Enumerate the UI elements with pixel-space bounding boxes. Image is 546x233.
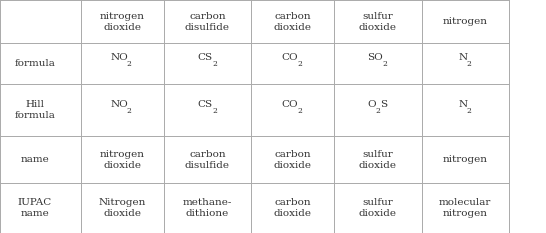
- Text: nitrogen
dioxide: nitrogen dioxide: [100, 11, 145, 32]
- Text: SO: SO: [367, 53, 383, 62]
- Text: name: name: [21, 155, 49, 164]
- Text: Nitrogen
dioxide: Nitrogen dioxide: [99, 198, 146, 218]
- Text: molecular
nitrogen: molecular nitrogen: [439, 198, 491, 218]
- Text: nitrogen: nitrogen: [443, 155, 488, 164]
- Text: formula: formula: [15, 59, 55, 68]
- Text: 2: 2: [376, 107, 380, 115]
- Text: 2: 2: [466, 107, 471, 115]
- Text: CS: CS: [197, 53, 212, 62]
- Text: 2: 2: [297, 60, 302, 68]
- Text: 2: 2: [212, 107, 217, 115]
- Text: sulfur
dioxide: sulfur dioxide: [359, 11, 397, 32]
- Text: carbon
dioxide: carbon dioxide: [274, 11, 312, 32]
- Text: methane-
dithione: methane- dithione: [183, 198, 232, 218]
- Text: 2: 2: [382, 60, 387, 68]
- Text: 2: 2: [466, 60, 471, 68]
- Text: carbon
dioxide: carbon dioxide: [274, 198, 312, 218]
- Text: 2: 2: [127, 107, 132, 115]
- Text: 2: 2: [212, 60, 217, 68]
- Text: O: O: [367, 100, 376, 109]
- Text: CO: CO: [282, 100, 299, 109]
- Text: CS: CS: [197, 100, 212, 109]
- Text: nitrogen
dioxide: nitrogen dioxide: [100, 150, 145, 170]
- Text: IUPAC
name: IUPAC name: [18, 198, 52, 218]
- Text: carbon
disulfide: carbon disulfide: [185, 150, 230, 170]
- Text: N: N: [458, 53, 467, 62]
- Text: carbon
disulfide: carbon disulfide: [185, 11, 230, 32]
- Text: NO: NO: [111, 100, 129, 109]
- Text: sulfur
dioxide: sulfur dioxide: [359, 150, 397, 170]
- Text: S: S: [381, 100, 388, 109]
- Text: 2: 2: [127, 60, 132, 68]
- Text: NO: NO: [111, 53, 129, 62]
- Text: sulfur
dioxide: sulfur dioxide: [359, 198, 397, 218]
- Text: carbon
dioxide: carbon dioxide: [274, 150, 312, 170]
- Text: N: N: [458, 100, 467, 109]
- Text: CO: CO: [282, 53, 299, 62]
- Text: nitrogen: nitrogen: [443, 17, 488, 26]
- Text: Hill
formula: Hill formula: [15, 100, 55, 120]
- Text: 2: 2: [297, 107, 302, 115]
